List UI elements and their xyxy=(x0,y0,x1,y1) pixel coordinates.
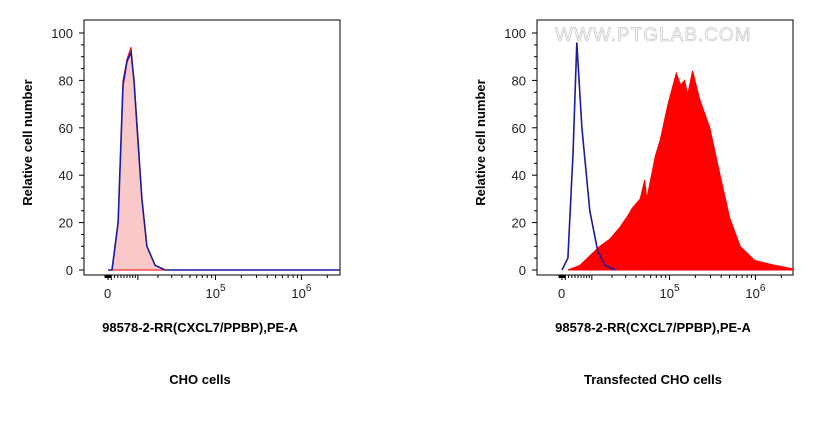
x-axis-label: 98578-2-RR(CXCL7/PPBP),PE-A xyxy=(555,320,751,335)
x-tick-label: 105 xyxy=(660,283,680,301)
x-tick-label: 106 xyxy=(745,283,765,301)
panel-1: WWW.PTGLAB.COM 0 20 40 60 80 100 0 105 106 98578-2… xyxy=(473,19,794,387)
y-tick-label: 100 xyxy=(51,26,73,41)
y-tick-label: 80 xyxy=(59,73,73,88)
histogram-series-0 xyxy=(567,70,794,271)
histogram-series-1 xyxy=(561,42,616,271)
y-axis-label: Relative cell number xyxy=(473,79,488,205)
x-axis-label: 98578-2-RR(CXCL7/PPBP),PE-A xyxy=(102,320,298,335)
watermark: WWW.PTGLAB.COM xyxy=(555,25,752,46)
panel-0: 0 20 40 60 80 100 0 105 106 98578-2-RR(CXCL7/PPBP… xyxy=(20,19,341,387)
y-tick-label: 60 xyxy=(59,121,73,136)
y-tick-label: 20 xyxy=(512,216,526,231)
y-tick-label: 40 xyxy=(512,168,526,183)
x-tick-label: 0 xyxy=(558,286,565,301)
y-tick-label: 0 xyxy=(66,263,73,278)
x-tick-label: 0 xyxy=(104,286,111,301)
y-tick-label: 40 xyxy=(59,168,73,183)
y-tick-label: 20 xyxy=(59,216,73,231)
y-tick-label: 100 xyxy=(504,26,526,41)
panel-title: Transfected CHO cells xyxy=(584,372,722,387)
x-tick-label: 106 xyxy=(291,283,311,301)
y-tick-label: 60 xyxy=(512,121,526,136)
panel-title: CHO cells xyxy=(169,372,230,387)
y-tick-label: 0 xyxy=(519,263,526,278)
y-tick-label: 80 xyxy=(512,73,526,88)
x-tick-label: 105 xyxy=(206,283,226,301)
histogram-series-1 xyxy=(108,48,340,271)
y-axis-label: Relative cell number xyxy=(20,79,35,205)
